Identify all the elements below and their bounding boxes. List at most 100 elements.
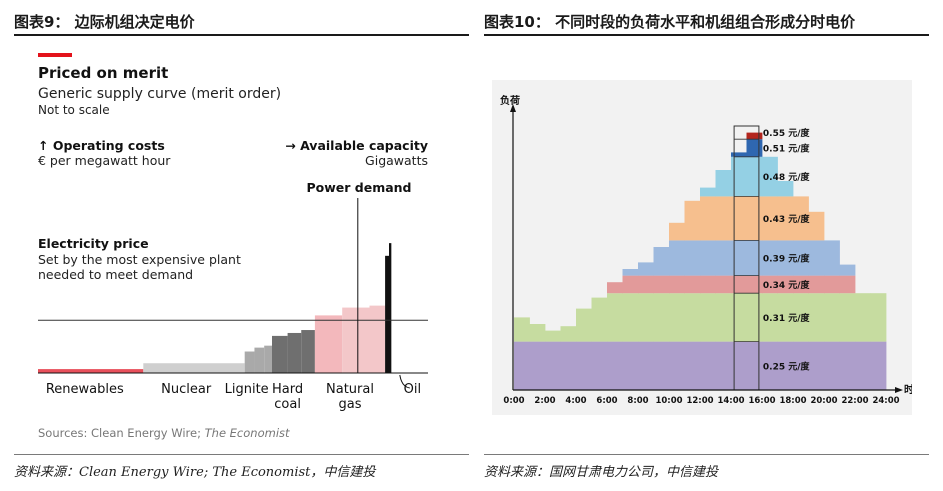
tier-1-segment-23 <box>870 293 887 342</box>
x-tick-label-6: 12:00 <box>686 396 713 406</box>
tier-0-segment-23 <box>870 341 887 390</box>
chart-subtitle: Generic supply curve (merit order) <box>38 86 281 102</box>
tier-1-segment-11 <box>684 293 701 342</box>
x-tick-label-3: 6:00 <box>596 396 617 406</box>
supply-step-hard-coal-7 <box>301 330 315 373</box>
supply-step-hard-coal-5 <box>272 335 288 373</box>
tier-0-segment-22 <box>855 341 871 390</box>
supply-step-lignite-4 <box>264 345 272 373</box>
x-tick-label-9: 18:00 <box>779 396 806 406</box>
y-axis-label: ↑ Operating costs <box>38 138 165 153</box>
category-label-natural: Natural <box>326 382 374 397</box>
category-label-renewables: Renewables <box>46 382 124 397</box>
right-figure-caption: 图表10： 不同时段的负荷水平和机组组合形成分时电价 <box>484 13 856 31</box>
tier-1-segment-7 <box>622 293 639 342</box>
tier-0-segment-3 <box>560 341 577 390</box>
tier-3-segment-7 <box>622 269 639 276</box>
y-axis-arrow-icon <box>510 104 516 112</box>
tier-0-segment-12 <box>700 341 716 390</box>
tier-price-label-0: 0.25 元/度 <box>763 360 811 372</box>
tier-2-segment-6 <box>607 282 623 294</box>
tier-1-segment-12 <box>700 293 716 342</box>
tier-4-segment-11 <box>684 200 701 241</box>
tier-3-segment-13 <box>715 240 732 276</box>
x-axis-unit: Gigawatts <box>365 153 428 168</box>
tier-2-segment-9 <box>653 275 670 294</box>
tier-4-segment-10 <box>669 222 685 241</box>
tier-1-segment-5 <box>591 297 608 342</box>
tier-1-segment-10 <box>669 293 685 342</box>
tier-1-segment-0 <box>514 317 530 342</box>
tier-1-segment-21 <box>839 293 856 342</box>
tier-1-segment-15 <box>746 293 763 342</box>
tier-0-segment-16 <box>762 341 778 390</box>
y-axis-label: 负荷 <box>500 94 520 107</box>
tier-price-label-7: 0.55 元/度 <box>763 127 811 139</box>
left-figure-caption: 图表9： 边际机组决定电价 <box>14 13 195 31</box>
tier-3-segment-18 <box>793 240 809 276</box>
tier-2-segment-16 <box>762 275 778 294</box>
tier-price-label-2: 0.34 元/度 <box>763 279 811 291</box>
tier-0-segment-18 <box>793 341 809 390</box>
time-of-use-chart: 0.25 元/度 0.31 元/度 0.34 元/度 0.39 元/度 0.43 元/度… <box>492 80 912 415</box>
x-axis-label: → Available capacity <box>285 138 428 153</box>
supply-step-oil-12 <box>389 243 392 373</box>
tier-0-segment-9 <box>653 341 670 390</box>
tier-6-segment-14 <box>731 152 747 157</box>
supply-step-nuclear-1 <box>143 363 245 373</box>
tier-2-segment-17 <box>777 275 794 294</box>
tier-5-segment-16 <box>762 156 778 197</box>
x-tick-label-10: 20:00 <box>810 396 837 406</box>
tier-3-segment-19 <box>808 240 825 276</box>
tier-0-segment-20 <box>824 341 840 390</box>
left-source-rule <box>14 454 469 455</box>
tier-3-segment-15 <box>746 240 763 276</box>
right-source-rule <box>484 454 929 455</box>
tier-0-segment-21 <box>839 341 856 390</box>
x-tick-label-1: 2:00 <box>534 396 555 406</box>
x-axis-arrow-icon <box>895 387 903 393</box>
x-tick-label-2: 4:00 <box>565 396 586 406</box>
tier-5-segment-13 <box>715 170 732 197</box>
tier-5-segment-12 <box>700 187 716 197</box>
tier-4-segment-12 <box>700 196 716 241</box>
category-label-hard-line2: coal <box>274 397 301 412</box>
tier-2-segment-15 <box>746 275 763 294</box>
tier-2-segment-7 <box>622 275 639 294</box>
tier-3-segment-9 <box>653 247 670 276</box>
tier-5-segment-15 <box>746 156 763 197</box>
tier-0-segment-0 <box>514 341 530 390</box>
tier-1-segment-18 <box>793 293 809 342</box>
tier-1-segment-14 <box>731 293 747 342</box>
left-figure-source: 资料来源：Clean Energy Wire; The Economist，中信… <box>14 465 376 480</box>
tier-3-segment-16 <box>762 240 778 276</box>
tier-4-segment-18 <box>793 196 809 241</box>
tier-1-segment-19 <box>808 293 825 342</box>
tier-0-segment-8 <box>638 341 654 390</box>
tier-1-segment-1 <box>529 324 546 342</box>
chart-source: Sources: Clean Energy Wire; The Economis… <box>38 426 290 440</box>
x-tick-label-0: 0:00 <box>503 396 524 406</box>
tier-0-segment-2 <box>545 341 561 390</box>
price-note-line1: Set by the most expensive plant <box>38 252 241 267</box>
tier-2-segment-19 <box>808 275 825 294</box>
tier-5-segment-17 <box>777 181 794 197</box>
tier-1-segment-8 <box>638 293 654 342</box>
right-figure-source: 资料来源：国网甘肃电力公司，中信建投 <box>484 465 719 480</box>
tier-2-segment-14 <box>731 275 747 294</box>
chart-note: Not to scale <box>38 103 110 117</box>
tier-1-segment-20 <box>824 293 840 342</box>
tier-2-segment-18 <box>793 275 809 294</box>
supply-step-lignite-3 <box>254 347 265 373</box>
tier-0-segment-11 <box>684 341 701 390</box>
tier-price-label-4: 0.43 元/度 <box>763 213 811 225</box>
tier-3-segment-17 <box>777 240 794 276</box>
power-demand-label: Power demand <box>306 180 411 195</box>
tier-2-segment-21 <box>839 275 856 294</box>
tier-1-segment-3 <box>560 326 577 342</box>
x-tick-label-7: 14:00 <box>717 396 744 406</box>
tier-price-label-6: 0.51 元/度 <box>763 143 811 155</box>
category-label-hard: Hard <box>272 382 303 397</box>
category-label-oil: Oil <box>404 382 421 397</box>
tier-1-segment-22 <box>855 293 871 342</box>
